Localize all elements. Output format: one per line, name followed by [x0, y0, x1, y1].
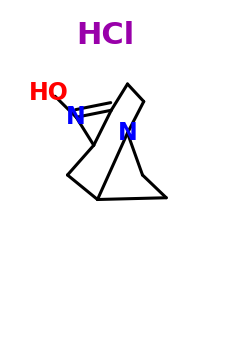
Text: N: N [66, 105, 86, 129]
Text: N: N [118, 121, 138, 145]
Text: HCl: HCl [76, 21, 134, 49]
Text: HO: HO [29, 81, 69, 105]
